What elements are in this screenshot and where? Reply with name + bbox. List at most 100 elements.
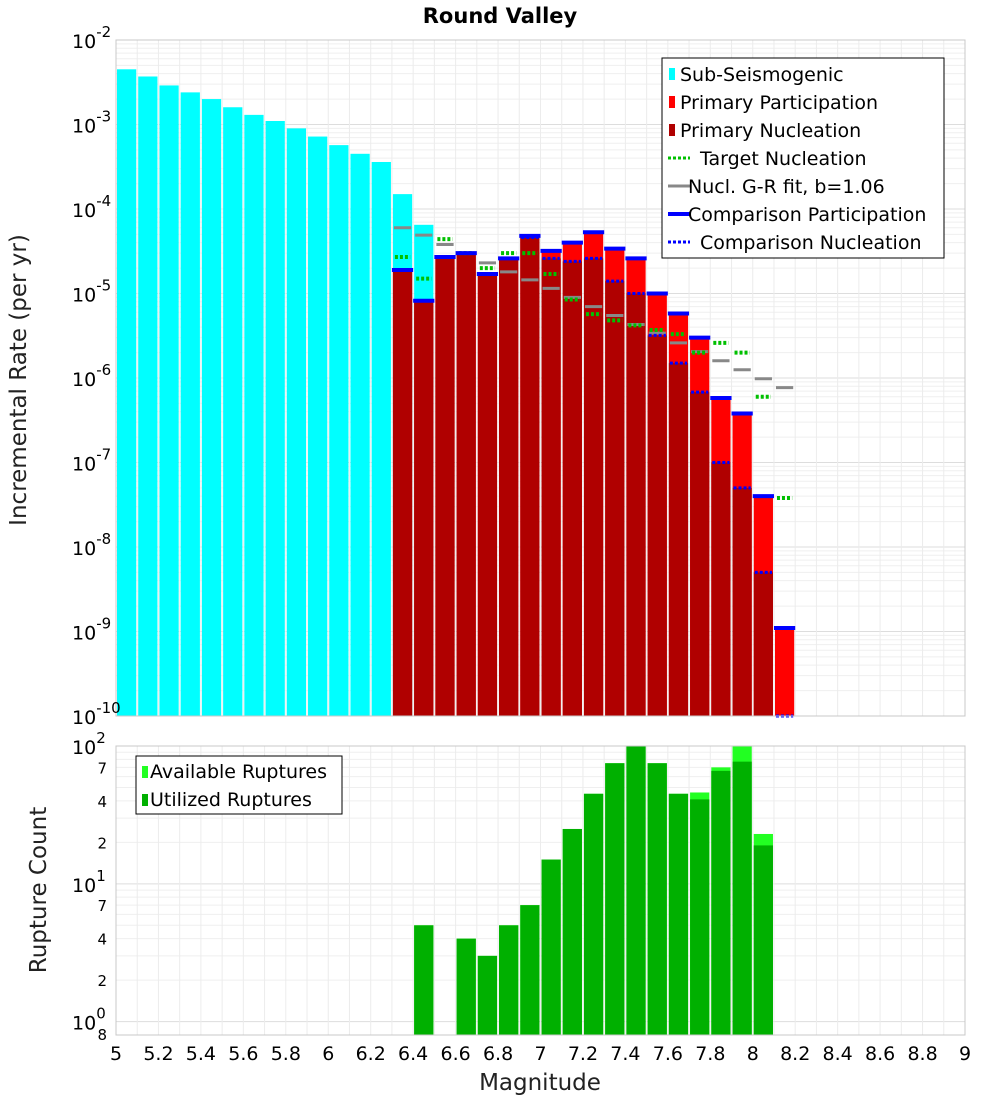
primary-nucleation-bar [477,274,498,716]
count-y-major-tick-label: 102 [72,729,106,759]
legend-label: Utilized Ruptures [150,789,312,811]
count-y-minor-tick-label: 2 [97,972,107,990]
utilized-ruptures-bar [456,938,476,1035]
x-tick-label: 6.8 [483,1043,513,1065]
mfd-legend-item: Primary Participation [669,92,878,114]
mfd-legend-item: Comparison Nucleation [668,232,922,254]
primary-nucleation-bar [562,261,582,716]
utilized-ruptures-bar [732,761,752,1035]
mfd-legend-item: Target Nucleation [668,148,867,170]
x-tick-label: 6.2 [356,1043,386,1065]
primary-nucleation-bar [753,572,773,716]
utilized-ruptures-bar [414,925,434,1035]
primary-nucleation-bar [605,281,625,716]
count-plot-border [115,745,966,1036]
primary-nucleation-bar [732,487,752,716]
mfd-legend-item: Primary Nucleation [669,120,861,142]
mfd-legend-item: Comparison Participation [668,204,926,226]
x-tick-label: 6.4 [398,1043,428,1065]
x-tick-label: 5 [110,1043,122,1065]
x-tick-label: 7.6 [653,1043,683,1065]
sub-seismogenic-bar [138,76,158,717]
sub-seismogenic-bar [350,153,370,717]
utilized-ruptures-bar [499,925,519,1035]
mfd-y-tick-label: 10-6 [72,361,111,391]
utilized-ruptures-bar [605,763,625,1035]
x-tick-label: 8.6 [865,1043,895,1065]
mfd-y-tick-label: 10-5 [72,277,111,307]
count-y-minor-tick-label: 4 [97,793,107,811]
sub-seismogenic-bar [244,114,264,717]
x-tick-label: 7.2 [568,1043,598,1065]
count-y-major-tick-label: 100 [72,1005,106,1035]
utilized-ruptures-bar [626,746,646,1035]
count-legend-item: Utilized Ruptures [142,789,312,811]
mfd-y-tick-label: 10-8 [72,530,111,560]
x-tick-label: 5.8 [271,1043,301,1065]
sub-seismogenic-bar [201,99,222,716]
x-tick-label: 8 [747,1043,759,1065]
count-y-minor-tick-label: 7 [97,759,107,777]
mfd-y-tick-label: 10-9 [72,615,111,645]
legend-label: Comparison Nucleation [700,232,922,254]
count-y-minor-tick-label: 2 [97,834,107,852]
utilized-ruptures-bar [668,793,689,1035]
sub-seismogenic-bar [117,69,137,717]
utilized-ruptures-bar [541,859,561,1035]
mfd-legend-item: Nucl. G-R fit, b=1.06 [668,176,885,198]
legend-label: Primary Participation [680,92,878,114]
legend-label: Target Nucleation [699,148,867,170]
legend-label: Available Ruptures [150,761,327,783]
primary-nucleation-bar [711,462,731,716]
mfd-plot-border [115,39,966,717]
utilized-ruptures-bar [562,828,582,1035]
mfd-y-tick-label: 10-3 [72,108,111,138]
sub-seismogenic-bar [308,136,328,716]
sub-seismogenic-bar [223,107,243,717]
count-y-major-tick-label: 101 [72,867,106,897]
legend-label: Sub-Seismogenic [680,64,844,86]
mfd-legend-box [661,57,945,259]
legend-swatch [142,794,148,806]
count-y-axis-label: Rupture Count [26,807,52,973]
sub-seismogenic-bar [329,145,349,717]
legend-label: Comparison Participation [688,204,926,226]
sub-seismogenic-bar [371,161,391,716]
mfd-y-axis-label: Incremental Rate (per yr) [6,234,32,526]
legend-label: Primary Nucleation [680,120,861,142]
chart-title: Round Valley [423,4,578,28]
x-axis-label: Magnitude [479,1070,601,1096]
count-y-minor-tick-label: 8 [97,1026,107,1044]
utilized-ruptures-bar [753,845,773,1035]
utilized-ruptures-bar [647,763,667,1035]
count-legend-box [135,755,343,815]
primary-nucleation-bar [541,258,561,716]
primary-nucleation-bar [690,392,710,716]
primary-nucleation-bar [414,300,434,716]
mfd-panel: 10-2 10-3 10-4 10-5 10-6 10-7 10-8 10-9 10-10 Sub… [72,23,966,729]
sub-seismogenic-bar [180,92,200,717]
x-tick-label: 5.2 [143,1043,173,1065]
x-tick-label: 7 [534,1043,546,1065]
utilized-ruptures-bar [583,793,604,1035]
count-legend-item: Available Ruptures [142,761,327,783]
x-tick-label: 5.6 [228,1043,258,1065]
primary-nucleation-bar [435,257,455,716]
count-y-minor-tick-label: 7 [97,897,107,915]
mfd-y-tick-label: 10-10 [72,699,121,729]
primary-nucleation-bar [647,335,667,716]
utilized-ruptures-bar [520,905,540,1035]
utilized-ruptures-bar [711,770,731,1035]
mfd-y-tick-label: 10-7 [72,446,111,476]
x-tick-label: 9 [959,1043,971,1065]
sub-seismogenic-bar [159,85,179,716]
primary-nucleation-bar [392,269,413,716]
primary-nucleation-bar [668,363,689,716]
mfd-y-tick-label: 10-2 [72,23,111,53]
x-tick-label: 5.4 [186,1043,216,1065]
sub-seismogenic-bar [286,128,307,716]
legend-swatch [669,96,675,108]
